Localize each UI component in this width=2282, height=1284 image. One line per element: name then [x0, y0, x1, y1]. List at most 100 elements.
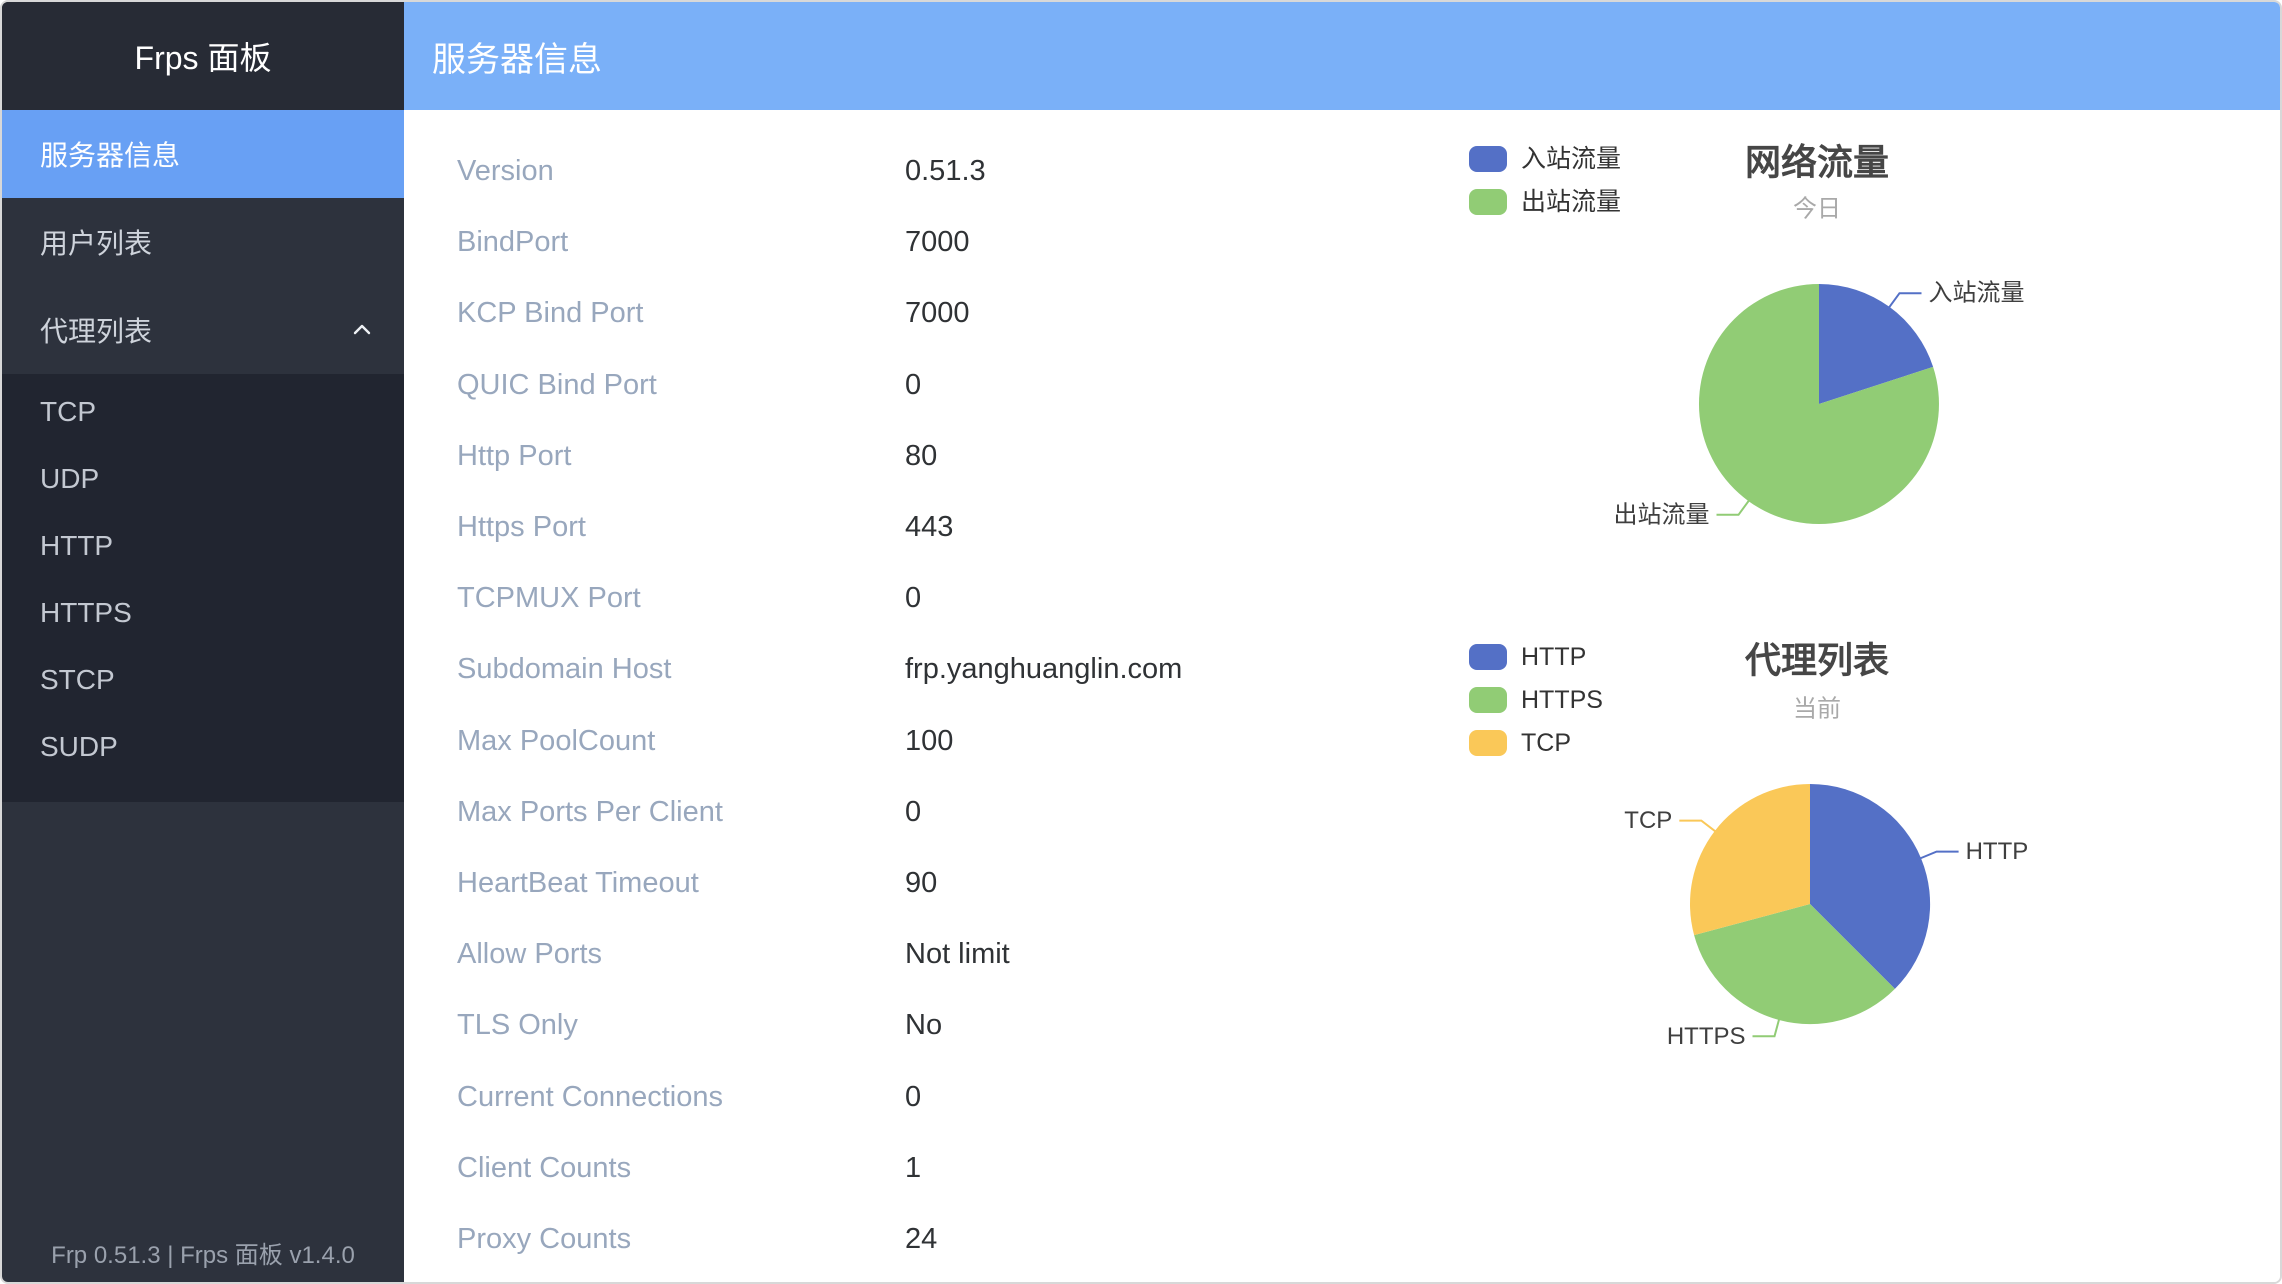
info-value: Not limit	[905, 938, 1010, 971]
sidebar-item-label: STCP	[40, 663, 115, 695]
pie-label-0: 入站流量	[1929, 280, 2025, 307]
chart-subtitle: 今日	[1793, 196, 1841, 223]
sidebar-item-https[interactable]: HTTPS	[2, 579, 404, 646]
info-row: Subdomain Host frp.yanghuanglin.com	[457, 634, 1387, 705]
sidebar-item-sudp[interactable]: SUDP	[2, 713, 404, 780]
info-value: 0	[905, 1080, 922, 1113]
info-row: KCP Bind Port 7000	[457, 278, 1387, 349]
chevron-up-icon	[353, 324, 371, 335]
sidebar-item-udp[interactable]: UDP	[2, 445, 404, 512]
pie-label-1: HTTPS	[1667, 1023, 1746, 1050]
server-info-list: Version 0.51.3 BindPort 7000 KCP Bind Port 70…	[457, 136, 1387, 1275]
info-value: 24	[905, 1222, 938, 1255]
pie-slice-0[interactable]	[1810, 783, 1931, 989]
info-label: Http Port	[457, 439, 572, 472]
info-row: Max Ports Per Client 0	[457, 777, 1387, 848]
sidebar-item-label: HTTP	[40, 529, 114, 561]
main-content: Version 0.51.3 BindPort 7000 KCP Bind Port 70…	[404, 110, 2280, 1282]
pie-slice-2[interactable]	[1689, 784, 1810, 936]
legend-label-0[interactable]: HTTP	[1521, 643, 1586, 671]
legend-swatch-1[interactable]	[1469, 687, 1507, 713]
sidebar-submenu: TCP UDP HTTP HTTPS STCP SUDP	[2, 374, 404, 802]
sidebar-item-http[interactable]: HTTP	[2, 512, 404, 579]
pie-labelline-2	[1679, 819, 1717, 833]
sidebar-footer-version: Frp 0.51.3 | Frps 面板 v1.4.0	[51, 1242, 355, 1269]
sidebar-menu: 服务器信息用户列表代理列表	[2, 110, 404, 374]
pie-slice-0[interactable]	[1819, 284, 1934, 404]
legend-label-2[interactable]: TCP	[1521, 729, 1571, 757]
info-row: QUIC Bind Port 0	[457, 350, 1387, 421]
sidebar-item-label: TCP	[40, 395, 96, 427]
sidebar-item-stcp[interactable]: STCP	[2, 646, 404, 713]
chart-title: 网络流量	[1745, 142, 1889, 183]
info-value: 0	[905, 795, 922, 828]
info-label: Max PoolCount	[457, 724, 656, 757]
info-value: 1	[905, 1151, 922, 1184]
info-value: 100	[905, 724, 954, 757]
info-label: Client Counts	[457, 1151, 632, 1184]
sidebar-item-server-info[interactable]: 服务器信息	[2, 110, 404, 198]
info-row: Max PoolCount 100	[457, 706, 1387, 777]
header-bar: 服务器信息	[404, 2, 2280, 110]
info-label: Proxy Counts	[457, 1222, 632, 1255]
legend-swatch-2[interactable]	[1469, 730, 1507, 756]
info-label: Max Ports Per Client	[457, 795, 723, 828]
info-row: Version 0.51.3	[457, 136, 1387, 207]
sidebar-item-label: HTTPS	[40, 596, 132, 628]
legend-label-0[interactable]: 入站流量	[1521, 145, 1621, 173]
chart-subtitle: 当前	[1793, 696, 1841, 723]
info-row: TCPMUX Port 0	[457, 563, 1387, 634]
info-value: 0	[905, 582, 922, 615]
info-value: 443	[905, 511, 954, 544]
info-value: 0	[905, 368, 922, 401]
sidebar-item-label: UDP	[40, 462, 100, 494]
info-label: Https Port	[457, 511, 586, 544]
info-label: Version	[457, 155, 554, 188]
legend-label-1[interactable]: HTTPS	[1521, 686, 1603, 714]
info-value: 90	[905, 866, 938, 899]
info-value: No	[905, 1009, 943, 1042]
sidebar-item-label: 代理列表	[40, 316, 153, 347]
info-label: Allow Ports	[457, 938, 603, 971]
chart-title: 代理列表	[1744, 640, 1889, 681]
legend-swatch-0[interactable]	[1469, 146, 1507, 172]
sidebar-item-user-list[interactable]: 用户列表	[2, 198, 404, 286]
app-title: Frps 面板	[2, 2, 404, 110]
legend-swatch-0[interactable]	[1469, 644, 1507, 670]
info-label: BindPort	[457, 226, 569, 259]
legend-label-1[interactable]: 出站流量	[1521, 188, 1621, 216]
pie-slice-1[interactable]	[1698, 284, 1939, 525]
info-label: TCPMUX Port	[457, 582, 641, 615]
info-value: 7000	[905, 226, 970, 259]
info-row: Current Connections 0	[457, 1061, 1387, 1132]
info-value: frp.yanghuanglin.com	[905, 653, 1183, 686]
info-row: BindPort 7000	[457, 207, 1387, 278]
sidebar-item-label: 用户列表	[40, 228, 153, 259]
pie-label-2: TCP	[1624, 807, 1672, 834]
info-label: Current Connections	[457, 1080, 723, 1113]
sidebar-item-proxy-list[interactable]: 代理列表	[2, 286, 404, 374]
info-row: Allow Ports Not limit	[457, 919, 1387, 990]
sidebar-item-tcp[interactable]: TCP	[2, 378, 404, 445]
legend-swatch-1[interactable]	[1469, 189, 1507, 215]
info-label: HeartBeat Timeout	[457, 866, 699, 899]
pie-label-1: 出站流量	[1614, 501, 1710, 528]
info-row: Proxy Counts 24	[457, 1204, 1387, 1275]
page-title: 服务器信息	[432, 40, 602, 79]
pie-slice-1[interactable]	[1694, 904, 1895, 1025]
info-label: QUIC Bind Port	[457, 368, 657, 401]
pie-labelline-0	[1919, 850, 1959, 860]
info-value: 0.51.3	[905, 155, 986, 188]
sidebar: Frps 面板 服务器信息用户列表代理列表 TCP UDP HTTP HTTPS STC…	[2, 2, 404, 1282]
pie-labelline-1	[1752, 1018, 1781, 1038]
info-label: TLS Only	[457, 1009, 578, 1042]
pie-label-0: HTTP	[1966, 838, 2029, 865]
sidebar-item-label: SUDP	[40, 730, 118, 762]
info-value: 80	[905, 439, 938, 472]
info-row: TLS Only No	[457, 990, 1387, 1061]
info-label: Subdomain Host	[457, 653, 672, 686]
info-row: Http Port 80	[457, 421, 1387, 492]
